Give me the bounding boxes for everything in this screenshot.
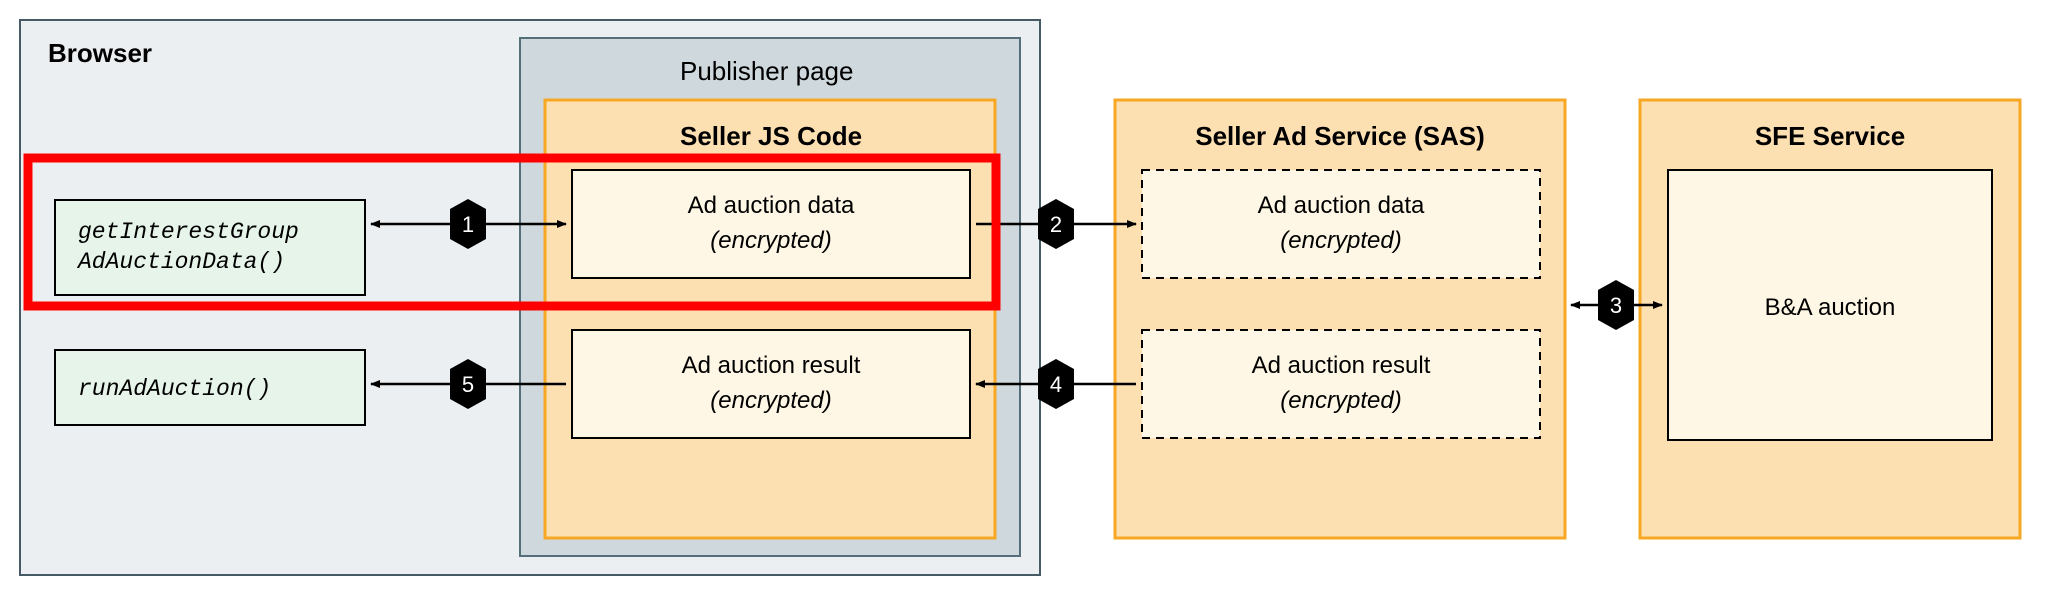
step-4-badge: 4 [1038,359,1074,409]
sas-ad-data-text: Ad auction data [1258,192,1425,219]
ba-text: B&A auction [1765,294,1896,321]
seller-ad-result-card [572,330,970,438]
seller-ad-data-card [572,170,970,278]
step-3-badge: 3 [1598,280,1634,330]
seller-js-label: Seller JS Code [680,121,862,151]
publisher-label: Publisher page [680,56,853,86]
svg-text:1: 1 [462,212,474,237]
browser-label: Browser [48,38,152,68]
get-ig-line1: getInterestGroup [78,219,299,245]
sas-ad-data-sub: (encrypted) [1280,227,1401,254]
sas-label: Seller Ad Service (SAS) [1195,121,1485,151]
seller-ad-result-text: Ad auction result [682,352,861,379]
get-ig-box [55,200,365,295]
step-5-badge: 5 [450,359,486,409]
step-2-badge: 2 [1038,199,1074,249]
sas-box [1115,100,1565,538]
sfe-label: SFE Service [1755,121,1905,151]
seller-ad-data-sub: (encrypted) [710,227,831,254]
step-1-badge: 1 [450,199,486,249]
svg-text:5: 5 [462,372,474,397]
get-ig-line2: AdAuctionData() [76,249,285,275]
sas-ad-data-card [1142,170,1540,278]
sas-ad-result-card [1142,330,1540,438]
seller-js-box [545,100,995,538]
svg-text:2: 2 [1050,212,1062,237]
seller-ad-result-sub: (encrypted) [710,387,831,414]
svg-text:3: 3 [1610,293,1622,318]
sas-ad-result-sub: (encrypted) [1280,387,1401,414]
svg-text:4: 4 [1050,372,1062,397]
sas-ad-result-text: Ad auction result [1252,352,1431,379]
flow-diagram: Browser Publisher page Seller JS Code Ad… [0,0,2048,595]
run-auction-text: runAdAuction() [78,376,271,402]
seller-ad-data-text: Ad auction data [688,192,855,219]
